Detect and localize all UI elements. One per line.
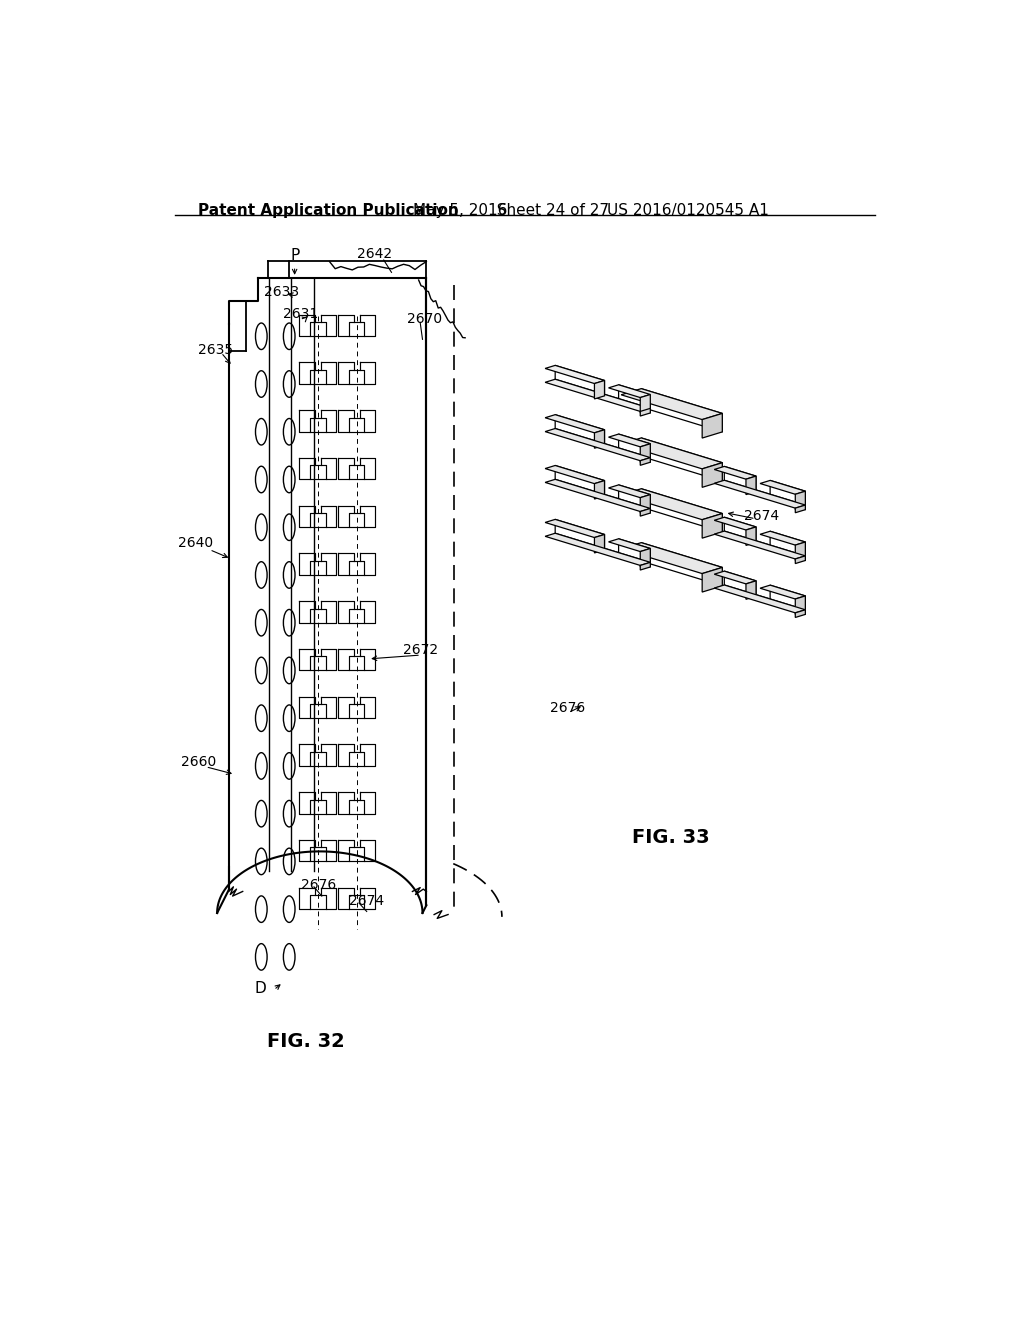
Polygon shape <box>724 572 756 597</box>
Polygon shape <box>545 429 650 461</box>
Polygon shape <box>618 385 650 411</box>
Polygon shape <box>724 531 805 561</box>
Text: 2633: 2633 <box>263 285 299 300</box>
Polygon shape <box>640 408 650 416</box>
Polygon shape <box>641 543 722 586</box>
Polygon shape <box>640 562 650 570</box>
Polygon shape <box>745 527 756 545</box>
Polygon shape <box>622 543 722 574</box>
Polygon shape <box>545 533 650 565</box>
Text: May 5, 2016: May 5, 2016 <box>414 203 508 218</box>
Polygon shape <box>640 395 650 413</box>
Polygon shape <box>555 414 604 445</box>
Polygon shape <box>545 519 604 537</box>
Polygon shape <box>641 438 722 482</box>
Polygon shape <box>545 466 604 483</box>
Polygon shape <box>640 458 650 466</box>
Polygon shape <box>555 366 604 396</box>
Text: 2642: 2642 <box>356 247 392 261</box>
Polygon shape <box>641 388 722 432</box>
Text: FIG. 33: FIG. 33 <box>632 829 710 847</box>
Polygon shape <box>608 385 650 397</box>
Polygon shape <box>545 414 604 433</box>
Polygon shape <box>715 572 756 583</box>
Polygon shape <box>640 444 650 462</box>
Polygon shape <box>545 379 650 412</box>
Text: 2674: 2674 <box>744 508 779 523</box>
Polygon shape <box>796 595 805 614</box>
Text: D: D <box>254 981 266 995</box>
Text: P: P <box>291 248 300 263</box>
Text: 2676: 2676 <box>301 878 336 892</box>
Polygon shape <box>724 517 756 543</box>
Polygon shape <box>702 513 722 539</box>
Polygon shape <box>760 480 805 494</box>
Polygon shape <box>622 488 722 520</box>
Polygon shape <box>618 539 650 564</box>
Polygon shape <box>760 585 805 599</box>
Polygon shape <box>595 380 604 399</box>
Polygon shape <box>555 379 650 413</box>
Polygon shape <box>770 531 805 557</box>
Polygon shape <box>702 413 722 438</box>
Polygon shape <box>595 535 604 553</box>
Polygon shape <box>796 491 805 510</box>
Polygon shape <box>555 519 604 550</box>
Polygon shape <box>608 434 650 447</box>
Polygon shape <box>555 533 650 568</box>
Polygon shape <box>724 585 805 614</box>
Polygon shape <box>796 543 805 561</box>
Text: 2670: 2670 <box>407 313 442 326</box>
Polygon shape <box>608 539 650 552</box>
Polygon shape <box>715 531 805 558</box>
Polygon shape <box>618 434 650 459</box>
Polygon shape <box>796 556 805 564</box>
Text: 2660: 2660 <box>180 755 216 770</box>
Polygon shape <box>724 466 756 491</box>
Polygon shape <box>715 480 805 508</box>
Polygon shape <box>545 366 604 384</box>
Polygon shape <box>770 585 805 611</box>
Text: 2631: 2631 <box>283 308 318 321</box>
Polygon shape <box>715 466 756 479</box>
Polygon shape <box>745 477 756 495</box>
Polygon shape <box>555 479 650 513</box>
Text: 2640: 2640 <box>178 536 213 549</box>
Text: Patent Application Publication: Patent Application Publication <box>198 203 459 218</box>
Polygon shape <box>640 495 650 513</box>
Polygon shape <box>608 484 650 498</box>
Text: US 2016/0120545 A1: US 2016/0120545 A1 <box>607 203 769 218</box>
Polygon shape <box>724 480 805 510</box>
Polygon shape <box>715 517 756 531</box>
Text: FIG. 32: FIG. 32 <box>267 1032 345 1051</box>
Polygon shape <box>640 549 650 568</box>
Polygon shape <box>702 568 722 593</box>
Polygon shape <box>595 430 604 449</box>
Polygon shape <box>702 463 722 487</box>
Polygon shape <box>715 585 805 612</box>
Polygon shape <box>618 484 650 510</box>
Text: 2635: 2635 <box>198 343 232 358</box>
Polygon shape <box>595 480 604 499</box>
Polygon shape <box>796 506 805 512</box>
Polygon shape <box>641 488 722 532</box>
Text: 2676: 2676 <box>550 701 586 715</box>
Polygon shape <box>622 388 722 420</box>
Polygon shape <box>555 466 604 496</box>
Polygon shape <box>745 581 756 599</box>
Polygon shape <box>760 531 805 545</box>
Polygon shape <box>770 480 805 507</box>
Polygon shape <box>640 508 650 516</box>
Text: 2674: 2674 <box>349 894 384 908</box>
Text: Sheet 24 of 27: Sheet 24 of 27 <box>486 203 609 218</box>
Polygon shape <box>545 479 650 512</box>
Polygon shape <box>796 610 805 618</box>
Polygon shape <box>622 438 722 469</box>
Text: 2672: 2672 <box>403 644 438 657</box>
Polygon shape <box>555 429 650 462</box>
